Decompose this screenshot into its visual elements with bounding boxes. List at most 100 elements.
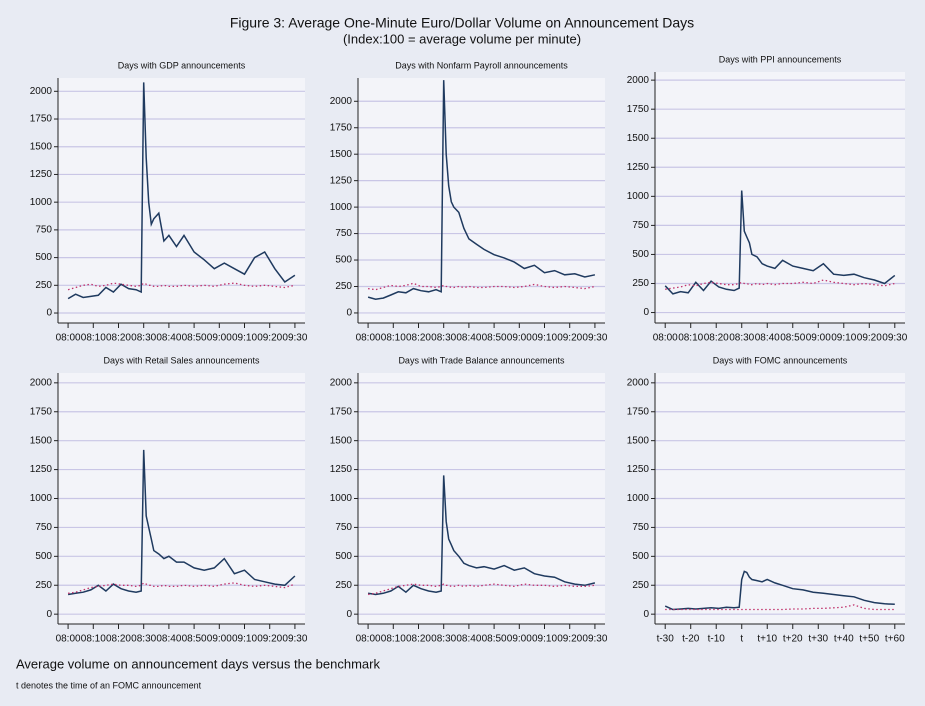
x-tick-label: 08:20 <box>106 333 131 344</box>
y-tick-label: 1500 <box>30 141 53 152</box>
y-tick-label: 500 <box>35 252 52 263</box>
y-tick-label: 1250 <box>627 464 650 475</box>
y-tick-label: 1750 <box>30 406 53 417</box>
figure-title: Figure 3: Average One-Minute Euro/Dollar… <box>230 15 694 31</box>
y-tick-label: 1500 <box>627 435 650 446</box>
y-tick-label: 500 <box>632 551 649 562</box>
series-line <box>367 583 595 596</box>
y-tick-label: 750 <box>35 225 52 236</box>
x-tick-label: t+10 <box>757 634 777 645</box>
series-line <box>665 604 895 611</box>
note: t denotes the time of an FOMC announceme… <box>16 680 202 690</box>
y-tick-label: 1250 <box>627 162 650 173</box>
y-tick-label: 250 <box>632 278 649 289</box>
y-tick-label: 2000 <box>30 377 53 388</box>
x-tick-label: 09:30 <box>582 634 607 645</box>
x-tick-label: 09:00 <box>507 333 532 344</box>
x-tick-label: 09:10 <box>232 634 257 645</box>
x-tick-label: 08:00 <box>356 634 381 645</box>
x-tick-label: 08:10 <box>381 634 406 645</box>
x-tick-label: 08:30 <box>131 634 156 645</box>
y-tick-label: 0 <box>643 609 649 620</box>
x-tick-label: 08:20 <box>704 333 729 344</box>
series-line <box>67 282 296 291</box>
x-tick-label: 09:10 <box>232 333 257 344</box>
x-tick-label: 08:40 <box>456 634 481 645</box>
x-tick-label: 09:10 <box>532 333 557 344</box>
y-tick-label: 1250 <box>330 464 353 475</box>
y-tick-label: 1000 <box>330 493 353 504</box>
x-tick-label: 08:20 <box>106 634 131 645</box>
y-tick-label: 250 <box>335 281 352 292</box>
x-tick-label: 08:00 <box>356 333 381 344</box>
y-tick-label: 1000 <box>30 197 53 208</box>
y-tick-label: 2000 <box>627 377 650 388</box>
y-tick-label: 250 <box>632 580 649 591</box>
x-tick-label: 09:20 <box>257 634 282 645</box>
x-tick-label: 08:30 <box>131 333 156 344</box>
series-line <box>664 190 896 295</box>
y-tick-label: 0 <box>46 609 52 620</box>
x-tick-label: 08:50 <box>780 333 805 344</box>
y-tick-label: 500 <box>335 551 352 562</box>
y-tick-label: 0 <box>346 308 352 319</box>
x-tick-label: t-20 <box>682 634 700 645</box>
panel-title: Days with GDP announcements <box>118 60 246 70</box>
y-tick-label: 1000 <box>627 493 650 504</box>
x-tick-label: t+50 <box>859 634 879 645</box>
y-tick-label: 0 <box>346 609 352 620</box>
y-tick-label: 1750 <box>30 114 53 125</box>
y-tick-label: 1250 <box>30 169 53 180</box>
y-tick-label: 1750 <box>627 104 650 115</box>
y-tick-label: 1500 <box>330 435 353 446</box>
x-tick-label: 09:30 <box>582 333 607 344</box>
y-tick-label: 2000 <box>330 377 353 388</box>
x-tick-label: 09:00 <box>507 634 532 645</box>
y-tick-label: 1250 <box>330 175 353 186</box>
y-tick-label: 1750 <box>330 122 353 133</box>
x-tick-label: 08:50 <box>182 634 207 645</box>
panel-title: Days with Trade Balance announcements <box>398 355 565 365</box>
x-tick-label: t <box>740 634 743 645</box>
x-tick-label: 09:10 <box>831 333 856 344</box>
x-tick-label: 08:00 <box>653 333 678 344</box>
x-tick-label: 08:30 <box>431 333 456 344</box>
y-tick-label: 1000 <box>330 202 353 213</box>
y-tick-label: 750 <box>35 522 52 533</box>
y-tick-label: 1750 <box>330 406 353 417</box>
x-tick-label: t-10 <box>708 634 726 645</box>
y-tick-label: 0 <box>643 307 649 318</box>
x-tick-label: 08:20 <box>406 333 431 344</box>
x-tick-label: t+60 <box>885 634 905 645</box>
y-tick-label: 1500 <box>30 435 53 446</box>
x-tick-label: 08:00 <box>56 634 81 645</box>
x-tick-label: 08:10 <box>81 634 106 645</box>
x-tick-label: t+20 <box>783 634 803 645</box>
x-tick-label: t-30 <box>657 634 675 645</box>
y-tick-label: 0 <box>46 308 52 319</box>
x-tick-label: 08:50 <box>182 333 207 344</box>
y-tick-label: 1250 <box>30 464 53 475</box>
y-tick-label: 2000 <box>627 75 650 86</box>
x-tick-label: 08:00 <box>56 333 81 344</box>
panel-title: Days with Nonfarm Payroll announcements <box>395 60 568 70</box>
y-tick-label: 750 <box>335 228 352 239</box>
y-tick-label: 750 <box>335 522 352 533</box>
x-tick-label: 09:00 <box>207 634 232 645</box>
y-tick-label: 750 <box>632 522 649 533</box>
panel-title: Days with FOMC announcements <box>713 355 848 365</box>
x-tick-label: 08:50 <box>482 634 507 645</box>
panel-title: Days with Retail Sales announcements <box>103 355 260 365</box>
y-tick-label: 1500 <box>330 149 353 160</box>
x-tick-label: 08:10 <box>678 333 703 344</box>
x-tick-label: 08:40 <box>156 634 181 645</box>
panel-title: Days with PPI announcements <box>719 54 842 64</box>
x-tick-label: 09:20 <box>557 333 582 344</box>
x-tick-label: 09:20 <box>257 333 282 344</box>
y-tick-label: 500 <box>35 551 52 562</box>
series-line <box>68 582 296 594</box>
y-tick-label: 250 <box>335 580 352 591</box>
y-tick-label: 1500 <box>627 133 650 144</box>
y-tick-label: 500 <box>632 249 649 260</box>
